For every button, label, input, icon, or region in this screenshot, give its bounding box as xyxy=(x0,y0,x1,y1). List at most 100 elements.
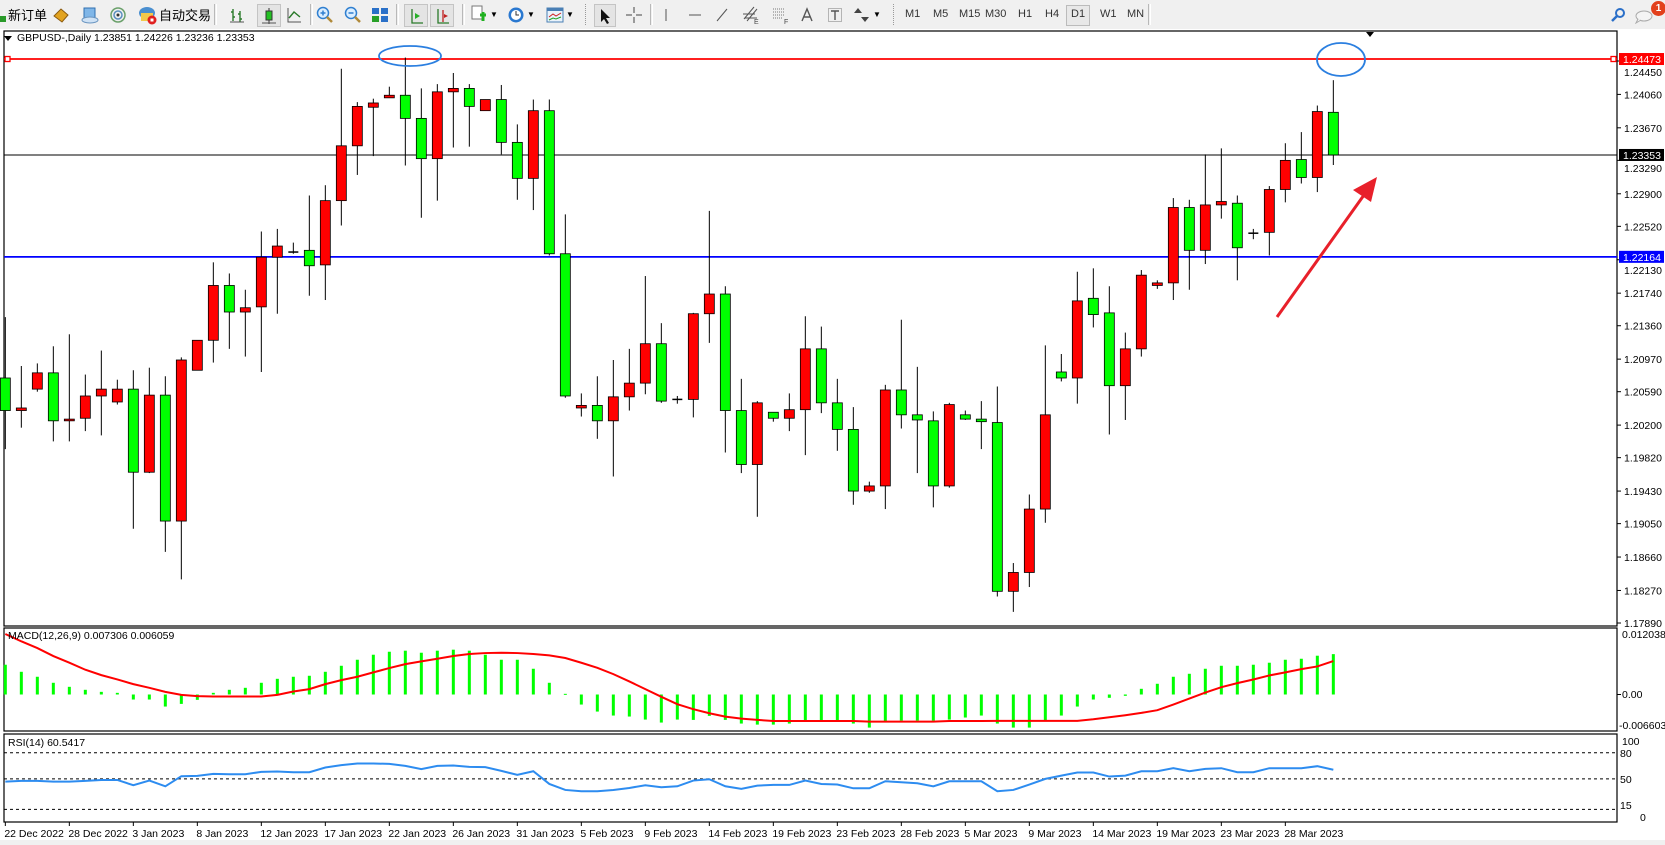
bar-chart-icon xyxy=(228,6,246,24)
macd-histogram-bar xyxy=(467,650,471,695)
macd-histogram-bar xyxy=(1283,659,1287,695)
timeframe-d1[interactable]: D1 xyxy=(1066,5,1091,26)
auto-scroll-button[interactable] xyxy=(404,4,428,27)
timeframe-m30[interactable]: M30 xyxy=(985,8,1007,20)
macd-histogram-bar xyxy=(147,694,151,700)
vertical-line-button[interactable] xyxy=(660,4,672,25)
macd-histogram-bar xyxy=(515,659,519,695)
indicators-button[interactable]: ▼ xyxy=(470,4,498,25)
crosshair-button[interactable] xyxy=(625,4,643,25)
line-anchor-handle[interactable] xyxy=(4,55,11,63)
price-axis[interactable]: 1.24450 1.24060 1.23670 1.23290 1.22900 1.225… xyxy=(1617,53,1664,630)
chart-background xyxy=(0,29,1665,845)
chevron-down-icon[interactable]: ▼ xyxy=(527,10,535,19)
bear-candle xyxy=(847,428,859,492)
fibonacci-button[interactable]: E xyxy=(741,4,761,25)
chevron-down-icon[interactable]: ▼ xyxy=(566,10,574,19)
text-button[interactable] xyxy=(801,4,813,25)
macd-histogram-bar xyxy=(483,654,487,695)
macd-histogram-bar xyxy=(675,694,679,720)
macd-histogram-bar xyxy=(1219,665,1223,695)
panel-frames xyxy=(3,30,1618,823)
macd-histogram-bar xyxy=(1203,668,1207,695)
macd-histogram-bar xyxy=(931,694,935,721)
trendline-button[interactable] xyxy=(713,4,731,25)
macd-histogram-bar xyxy=(995,694,999,724)
line-anchor-handle[interactable] xyxy=(1610,55,1617,63)
bear-candle xyxy=(399,94,411,119)
price-tick-label: 1.17890 xyxy=(1624,618,1662,630)
timeframe-m5[interactable]: M5 xyxy=(933,8,949,20)
line-chart-button[interactable] xyxy=(285,4,303,25)
timeframe-m1[interactable]: M1 xyxy=(905,8,921,20)
macd-histogram-bar xyxy=(243,687,247,695)
zoom-out-button[interactable] xyxy=(344,4,362,25)
macd-histogram-bar xyxy=(19,671,23,695)
chevron-down-icon[interactable]: ▼ xyxy=(873,10,881,19)
toolbar-grip[interactable] xyxy=(893,4,896,25)
horizontal-line-button[interactable] xyxy=(686,4,704,25)
date-label: 31 Jan 2023 xyxy=(516,828,574,840)
price-tick-label: 1.18270 xyxy=(1624,585,1662,597)
fibo-fan-icon: F xyxy=(771,5,791,25)
bull-candle xyxy=(1311,111,1323,178)
macd-histogram-bar xyxy=(803,694,807,721)
annotation-arrow-shaft xyxy=(1275,194,1366,318)
timeframe-w1[interactable]: W1 xyxy=(1100,8,1117,20)
templates-icon xyxy=(546,6,564,24)
timeframe-h4[interactable]: H4 xyxy=(1045,8,1060,20)
bear-candle xyxy=(463,88,475,107)
auto-trading-button[interactable]: 自动交易 xyxy=(138,4,211,25)
chevron-down-icon[interactable]: ▼ xyxy=(490,10,498,19)
tile-windows-button[interactable] xyxy=(371,4,389,25)
bear-candle xyxy=(591,405,603,422)
text-label-button[interactable] xyxy=(827,4,843,25)
bear-candle xyxy=(47,372,59,422)
zoom-in-button[interactable] xyxy=(316,4,334,25)
signals-button[interactable] xyxy=(109,4,127,25)
chat-button[interactable] xyxy=(1634,4,1654,25)
search-button[interactable] xyxy=(1610,4,1626,25)
bull-candle xyxy=(239,307,251,313)
macd-histogram-bar xyxy=(1059,694,1063,716)
collapse-triangle-icon[interactable] xyxy=(4,36,12,41)
bull-candle xyxy=(191,339,203,371)
bar-chart-button[interactable] xyxy=(228,4,246,25)
fibo-fan-button[interactable]: F xyxy=(771,4,791,25)
macd-histogram-bar xyxy=(691,694,695,720)
new-order-icon xyxy=(0,8,7,22)
bear-candle xyxy=(975,418,987,423)
timeframe-m15[interactable]: M15 xyxy=(959,8,981,20)
toolbar-grip[interactable] xyxy=(585,4,588,25)
auto-scroll-icon xyxy=(407,7,425,25)
notification-badge[interactable]: 1 xyxy=(1651,1,1665,16)
signals-icon xyxy=(109,6,127,24)
bull-candle xyxy=(111,388,123,403)
macd-histogram-bar xyxy=(1011,694,1015,728)
macd-label: MACD(12,26,9) 0.007306 0.006059 xyxy=(8,630,175,642)
macd-axis-bottom: -0.006603 xyxy=(1619,720,1665,732)
chart-shift-button[interactable] xyxy=(430,4,454,27)
macd-histogram-bar xyxy=(1075,694,1079,707)
new-order-button[interactable]: 新订单 xyxy=(0,4,47,25)
candlestick-button[interactable] xyxy=(257,4,281,27)
bear-candle xyxy=(991,422,1003,592)
gold-button[interactable] xyxy=(52,4,70,25)
timeframe-h1[interactable]: H1 xyxy=(1018,8,1033,20)
cursor-button[interactable] xyxy=(594,4,616,27)
macd-histogram-bar xyxy=(1155,683,1159,695)
text-icon xyxy=(801,6,813,23)
market-watch-button[interactable] xyxy=(81,4,99,25)
templates-button[interactable]: ▼ xyxy=(546,4,574,25)
chart-window[interactable]: 1.24450 1.24060 1.23670 1.23290 1.22900 1.225… xyxy=(0,29,1665,845)
timeframe-mn[interactable]: MN xyxy=(1127,8,1145,20)
price-tick-label: 1.23290 xyxy=(1624,163,1662,175)
periods-button[interactable]: ▼ xyxy=(507,4,535,25)
date-label: 19 Feb 2023 xyxy=(772,828,831,840)
price-tick-label: 1.21740 xyxy=(1624,288,1662,300)
arrows-button[interactable]: ▼ xyxy=(853,4,881,25)
macd-histogram-bar xyxy=(563,693,567,695)
bear-candle xyxy=(1183,207,1195,251)
chart-shift-marker[interactable] xyxy=(1366,32,1374,37)
time-axis[interactable]: 22 Dec 2022 28 Dec 2022 3 Jan 2023 8 Jan 20… xyxy=(4,822,1343,840)
